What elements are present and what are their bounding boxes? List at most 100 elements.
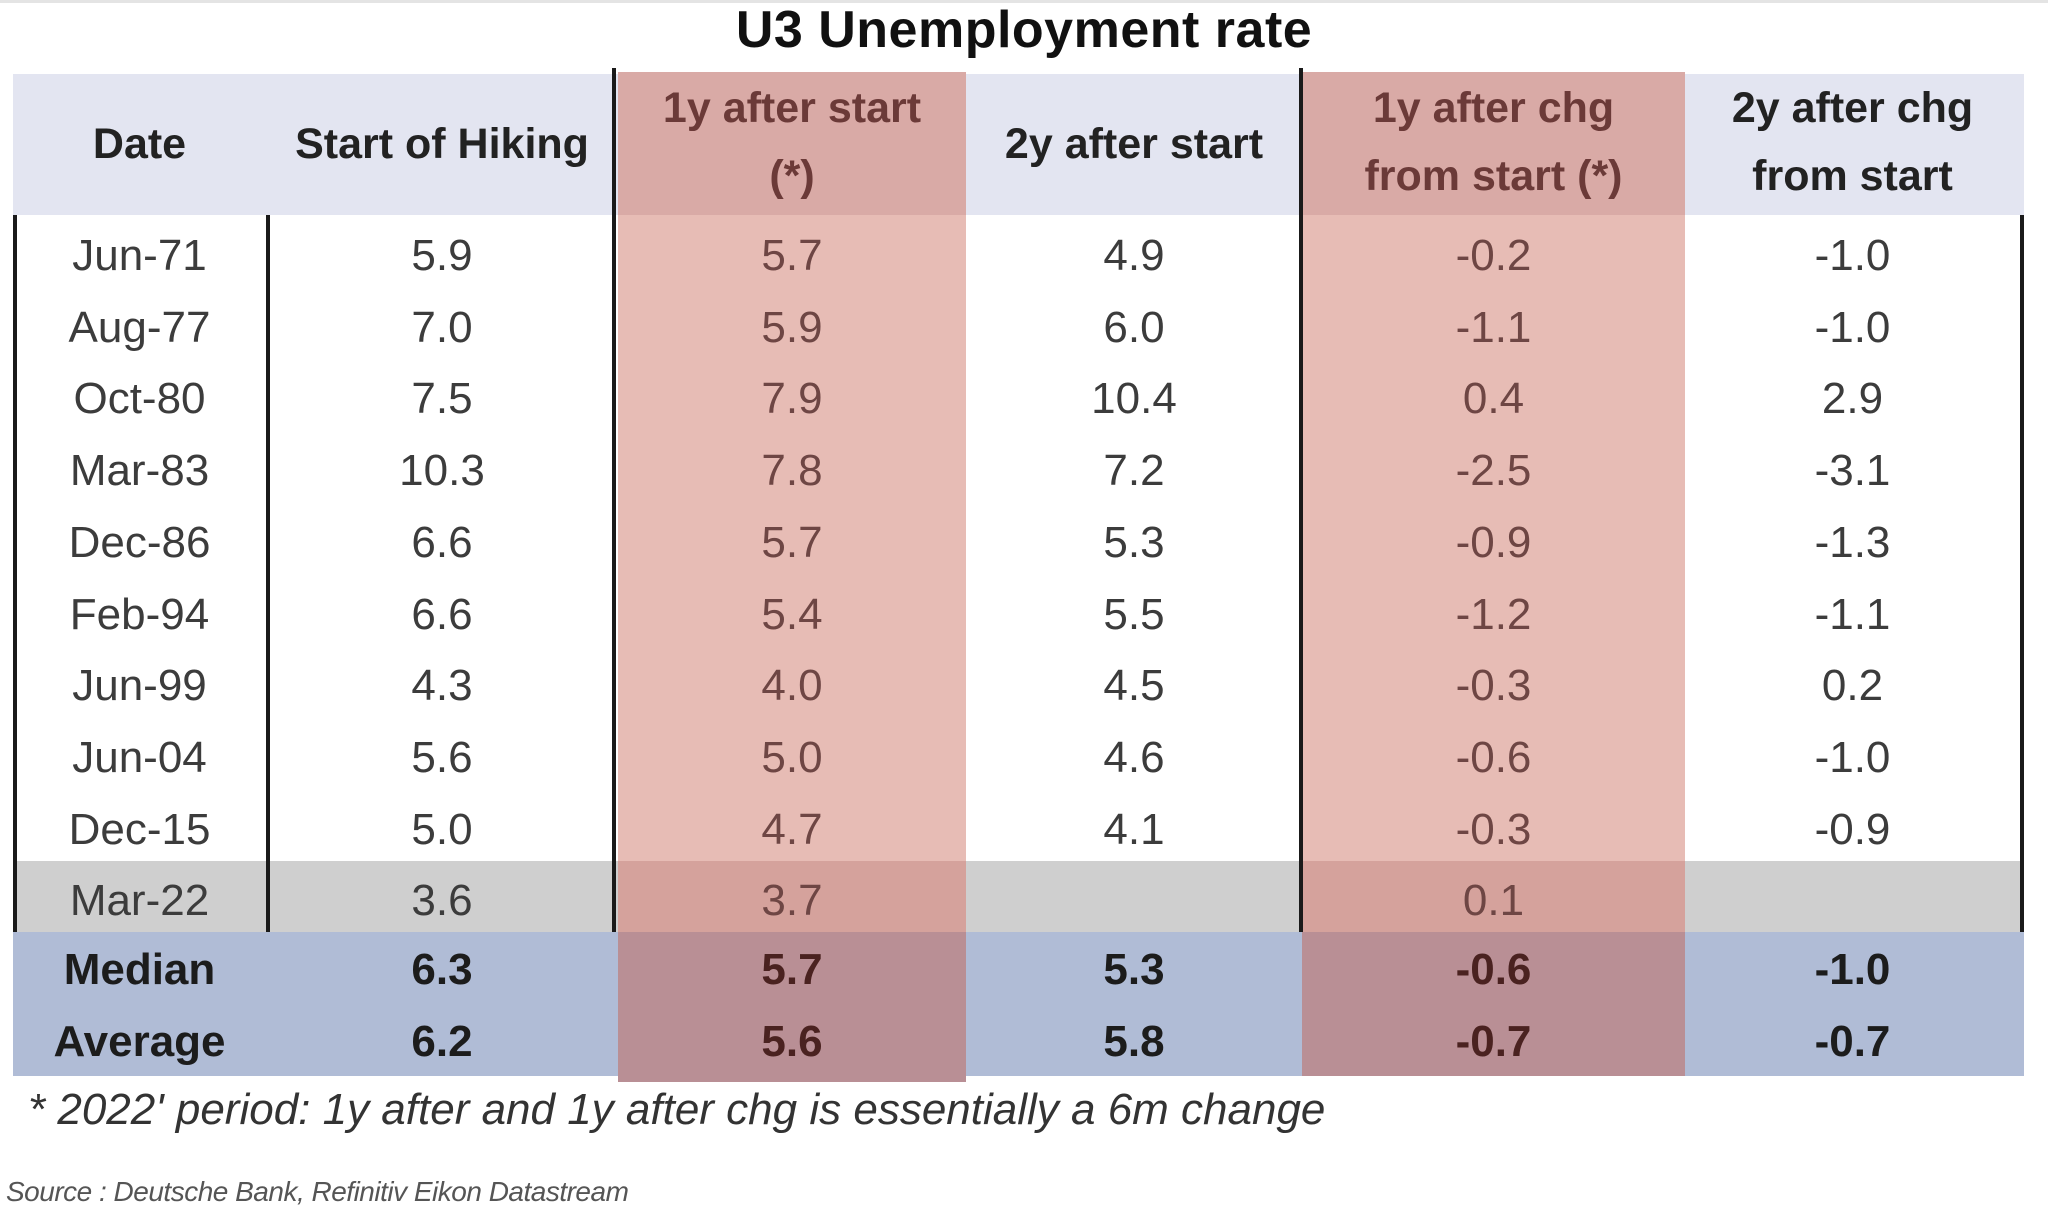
table-cell: 6.6 [411,589,473,639]
row-date: Jun-99 [72,661,207,711]
table-cell: 5.7 [761,231,823,280]
table-cell: 6.6 [411,517,473,567]
table-cell: -3.1 [1814,446,1891,496]
column-header: Start of Hiking [266,110,618,178]
row-date: Mar-22 [69,876,210,926]
table-cell: -1.0 [1814,231,1891,280]
table-cell: 5.5 [1103,589,1165,639]
row-date: Aug-77 [68,302,211,352]
column-header-line1: Start of Hiking [295,120,589,168]
table-cell: -0.9 [1455,517,1532,567]
table-cell: 5.0 [761,732,823,782]
highlight-header-1y-after-chg [1302,72,1685,215]
table-cell: 7.2 [1103,446,1165,496]
table-cell: 7.8 [761,446,823,496]
top-border [0,0,2048,3]
table-cell: 4.6 [1103,732,1165,782]
summary-cell: 5.8 [1103,1017,1165,1066]
table-title: U3 Unemployment rate [735,1,1313,59]
column-header: 2y after start [966,110,1302,178]
row-date: Dec-15 [68,804,211,854]
table-cell: 7.0 [411,302,473,352]
column-header-line1: 1y after start [662,84,922,132]
right-border [2020,215,2024,932]
table-cell: -0.3 [1455,661,1532,711]
table-cell: 0.4 [1462,374,1525,424]
table-cell: -0.2 [1455,231,1532,280]
start-column-divider [612,68,616,932]
summary-label: Average [53,1017,226,1066]
table-cell: -0.9 [1814,804,1891,854]
table-cell: 10.3 [399,446,485,496]
table-cell: -1.1 [1814,589,1891,639]
table-cell: 4.3 [411,661,473,711]
table-cell: 7.9 [761,374,823,424]
table-cell: 5.9 [411,231,473,280]
summary-cell: 6.3 [411,945,473,994]
column-header-line2: from start (*) [1364,152,1623,200]
table-cell: -1.3 [1814,517,1891,567]
column-header: 1y after start (*) [618,74,966,210]
table-cell: 5.4 [761,589,823,639]
column-header: 2y after chg from start [1685,74,2020,210]
table-cell: 5.9 [761,302,823,352]
table-cell: 0.2 [1821,661,1884,711]
table-cell: 4.7 [761,804,823,854]
row-date: Jun-04 [72,732,207,782]
current-cycle-row-band [13,861,2024,932]
table-cell [966,865,1302,936]
column-header-line2: (*) [769,152,815,200]
column-header: Date [13,110,266,178]
summary-cell: -0.7 [1455,1017,1532,1066]
column-header-line2: from start [1752,152,1953,200]
column-header: 1y after chg from start (*) [1302,74,1685,210]
table-cell: -1.0 [1814,302,1891,352]
highlight-summary-cell-2 [1302,932,1685,1076]
table-cell: 3.6 [411,876,473,926]
table-cell: 6.0 [1103,302,1165,352]
column-header-line1: 1y after chg [1372,84,1615,132]
summary-cell: 6.2 [411,1017,473,1066]
table-cell: 5.6 [411,732,473,782]
table-cell: -1.2 [1455,589,1532,639]
table-cell: 4.5 [1103,661,1165,711]
summary-cell: 5.6 [761,1017,823,1066]
highlight-current-cell-1 [618,861,966,932]
table-cell: -0.3 [1455,804,1532,854]
row-date: Feb-94 [69,589,210,639]
header-band [13,74,2024,215]
row-date: Oct-80 [73,374,206,424]
table-cell: 3.7 [761,876,823,926]
table-cell: 10.4 [1091,374,1177,424]
column-header-line1: 2y after start [1004,120,1264,168]
table-cell: -0.6 [1455,732,1532,782]
summary-label: Median [63,945,216,994]
table-cell: 2.9 [1821,374,1884,424]
highlight-summary-cell-1 [618,932,966,1082]
table-cell: -2.5 [1455,446,1532,496]
table-cell: 4.0 [761,661,823,711]
table-cell: 4.1 [1103,804,1165,854]
row-date: Jun-71 [72,231,207,280]
table-cell [1685,865,2020,936]
table-cell: 5.7 [761,517,823,567]
column-header-line1: 2y after chg [1731,84,1974,132]
left-border [13,215,17,932]
table-cell: 4.9 [1103,231,1165,280]
table-cell: 7.5 [411,374,473,424]
summary-cell: -1.0 [1814,945,1891,994]
summary-band [13,932,2024,1076]
highlight-header-1y-after-start [618,72,966,215]
source-note: Source : Deutsche Bank, Refinitiv Eikon … [6,1176,629,1207]
column-header-line1: Date [92,120,187,168]
row-date: Dec-86 [68,517,211,567]
summary-cell: -0.6 [1455,945,1532,994]
summary-cell: -0.7 [1814,1017,1891,1066]
table-cell: -1.0 [1814,732,1891,782]
table-cell: 0.1 [1462,876,1525,926]
table-cell: 5.0 [411,804,473,854]
date-column-divider [266,215,270,932]
summary-cell: 5.3 [1103,945,1165,994]
change-section-divider [1299,68,1303,932]
table-cell: -1.1 [1455,302,1532,352]
